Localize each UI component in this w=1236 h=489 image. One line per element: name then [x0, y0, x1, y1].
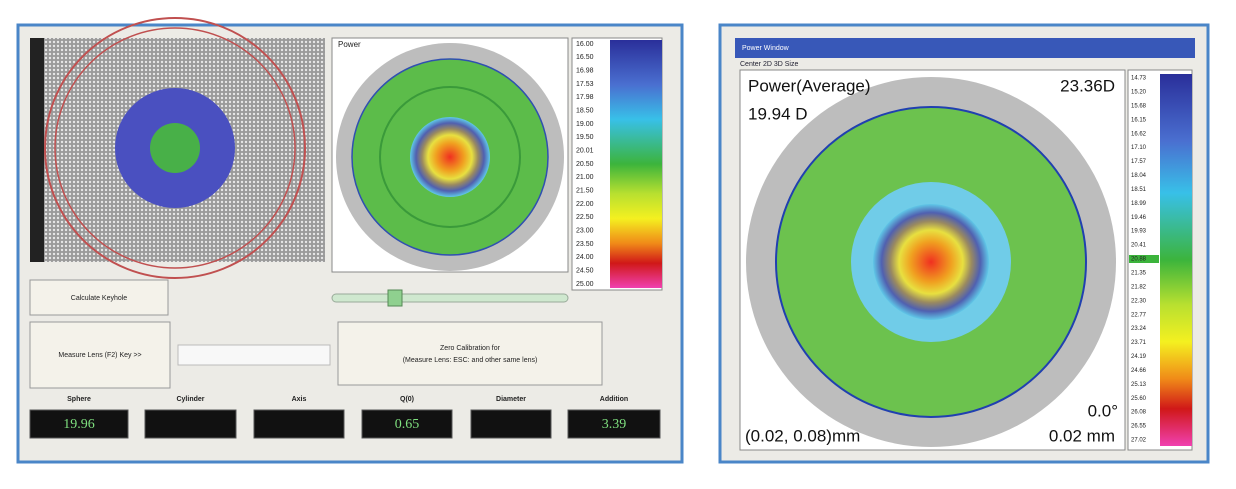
- scale-label: 17.10: [1131, 145, 1147, 151]
- scale-label: 23.50: [576, 241, 594, 248]
- map-title: Power(Average): [748, 76, 871, 95]
- left-panel: Power 16.00 16.50 16.98 17.53 17.98 18.50 19.0…: [16, 17, 684, 464]
- readout-box: [144, 409, 237, 439]
- readout-label: Q(0): [400, 396, 414, 403]
- camera-edge: [30, 38, 44, 262]
- map-center: [410, 117, 490, 197]
- scale-highlight: [1129, 255, 1159, 263]
- scale-label: 25.13: [1131, 382, 1147, 388]
- input-field[interactable]: [177, 344, 331, 366]
- scale-label: 21.00: [576, 174, 594, 181]
- position: (0.02, 0.08)mm: [745, 426, 860, 445]
- max-value: 23.36D: [1060, 76, 1115, 95]
- scale-label: 20.88: [1131, 257, 1147, 263]
- readout-box: [29, 409, 129, 439]
- scale-label: 23.71: [1131, 340, 1147, 346]
- scale-label: 20.01: [576, 148, 594, 155]
- scale-label: 18.04: [1131, 173, 1147, 179]
- button-label: Zero Calibration for: [440, 345, 501, 352]
- scale-label: 16.98: [576, 68, 594, 75]
- slider-thumb[interactable]: [387, 289, 403, 307]
- scale-label: 21.50: [576, 188, 594, 195]
- scale-label: 23.00: [576, 228, 594, 235]
- readout-label: Cylinder: [176, 396, 204, 403]
- scale-labels: 16.00 16.50 16.98 17.53 17.98 18.50 19.00 19.50…: [576, 41, 594, 288]
- scale-label: 26.55: [1131, 424, 1147, 430]
- scale-label: 22.77: [1131, 312, 1147, 318]
- scale-label: 22.30: [1131, 298, 1147, 304]
- current-value: 19.94 D: [748, 104, 808, 123]
- scale-label: 15.68: [1131, 103, 1147, 109]
- scale-label: 20.50: [576, 161, 594, 168]
- slider-track[interactable]: [331, 293, 569, 303]
- title-bar: [735, 38, 1195, 58]
- scale-label: 27.02: [1131, 438, 1147, 444]
- distance: 0.02 mm: [1049, 426, 1115, 445]
- scale-label: 18.50: [576, 108, 594, 115]
- green-spot: [150, 123, 200, 173]
- map-center: [873, 204, 989, 320]
- menu: Center 2D 3D Size: [740, 61, 798, 68]
- readout-value: 0.65: [395, 417, 420, 432]
- scale-label: 21.35: [1131, 271, 1147, 277]
- scale-label: 24.50: [576, 268, 594, 275]
- ring: [44, 17, 306, 279]
- scale-label: 24.00: [576, 254, 594, 261]
- scale-label: 21.82: [1131, 284, 1147, 290]
- scale-label: 17.98: [576, 94, 594, 101]
- scale-labels: 14.73 15.20 15.68 16.15 16.62 17.10 17.57 18.04…: [1129, 76, 1159, 444]
- readout-box: [253, 409, 345, 439]
- button[interactable]: [337, 321, 603, 386]
- color-scale: [1160, 74, 1192, 446]
- scale-label: 25.00: [576, 281, 594, 288]
- scale-label: 23.24: [1131, 326, 1147, 332]
- scale-label: 16.15: [1131, 117, 1147, 123]
- scale-label: 16.00: [576, 41, 594, 48]
- button-label: Calculate Keyhole: [71, 295, 128, 302]
- scale-label: 18.51: [1131, 187, 1147, 193]
- scale-label: 15.20: [1131, 90, 1147, 96]
- scale-label: 22.00: [576, 201, 594, 208]
- scale-label: 16.50: [576, 54, 594, 61]
- scale-label: 26.08: [1131, 410, 1147, 416]
- window-title: Power Window: [742, 45, 790, 52]
- ring: [54, 27, 296, 269]
- button[interactable]: [29, 279, 169, 316]
- scale-label: 19.50: [576, 134, 594, 141]
- scale-label: 25.60: [1131, 396, 1147, 402]
- readout-label: Diameter: [496, 396, 526, 403]
- angle: 0.0°: [1088, 401, 1118, 420]
- scale-label: 19.46: [1131, 215, 1147, 221]
- scale-label: 19.00: [576, 121, 594, 128]
- color-scale: [610, 40, 662, 288]
- scale-label: 20.41: [1131, 243, 1147, 249]
- scale-label: 16.62: [1131, 131, 1147, 137]
- scale-label: 22.50: [576, 214, 594, 221]
- scale-label: 24.66: [1131, 368, 1147, 374]
- readouts: Sphere 19.96 Cylinder Axis Q(0) 0.65 Diameter A…: [29, 396, 661, 439]
- readout-box: [361, 409, 453, 439]
- button-label: (Measure Lens: ESC: and other same lens): [403, 357, 538, 364]
- button-label: Measure Lens (F2) Key >>: [58, 352, 141, 359]
- readout-box: [567, 409, 661, 439]
- scale-label: 19.93: [1131, 229, 1147, 235]
- readout-label: Axis: [292, 396, 307, 403]
- readout-value: 3.39: [602, 417, 627, 432]
- readout-box: [470, 409, 552, 439]
- button[interactable]: [29, 321, 171, 389]
- right-panel: Power Window Center 2D 3D Size Power(Ave…: [718, 23, 1210, 464]
- map-contour: [379, 86, 521, 228]
- scale-label: 18.99: [1131, 201, 1147, 207]
- map-title: Power: [338, 40, 361, 49]
- scale-label: 24.19: [1131, 354, 1147, 360]
- scale-label: 17.53: [576, 81, 594, 88]
- readout-value: 19.96: [63, 417, 95, 432]
- readout-label: Addition: [600, 396, 628, 403]
- readout-label: Sphere: [67, 396, 91, 403]
- scale-label: 14.73: [1131, 76, 1147, 82]
- scale-label: 17.57: [1131, 159, 1147, 165]
